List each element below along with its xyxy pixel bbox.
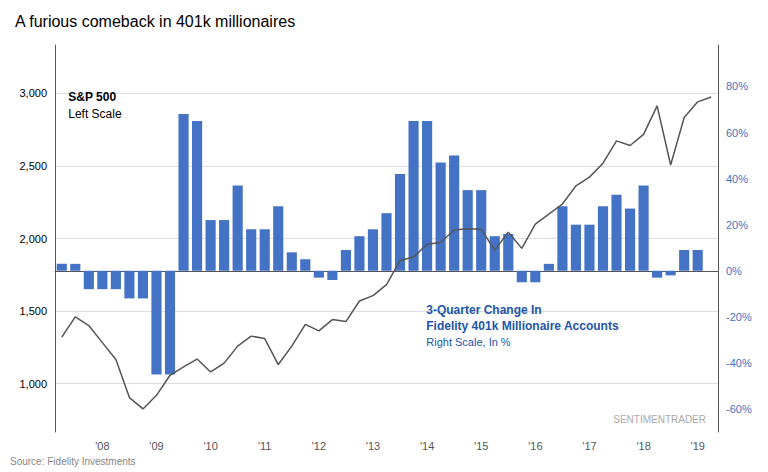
svg-text:S&P 500: S&P 500: [68, 90, 116, 104]
svg-text:80%: 80%: [726, 80, 748, 92]
svg-text:'09: '09: [149, 440, 163, 452]
svg-text:-20%: -20%: [726, 311, 752, 323]
svg-text:20%: 20%: [726, 219, 748, 231]
svg-text:1,500: 1,500: [19, 305, 47, 317]
svg-text:40%: 40%: [726, 173, 748, 185]
svg-text:-40%: -40%: [726, 357, 752, 369]
svg-text:'18: '18: [636, 440, 650, 452]
svg-text:'13: '13: [366, 440, 380, 452]
svg-text:'12: '12: [312, 440, 326, 452]
svg-text:'14: '14: [420, 440, 434, 452]
svg-text:'17: '17: [582, 440, 596, 452]
svg-text:'10: '10: [203, 440, 217, 452]
svg-text:2,500: 2,500: [19, 160, 47, 172]
svg-text:'19: '19: [691, 440, 705, 452]
svg-text:'11: '11: [258, 440, 272, 452]
svg-text:3-Quarter Change In: 3-Quarter Change In: [426, 303, 541, 317]
svg-text:3,000: 3,000: [19, 87, 47, 99]
svg-text:Fidelity 401k Millionaire Acco: Fidelity 401k Millionaire Accounts: [426, 319, 619, 333]
svg-text:SENTIMENTRADER: SENTIMENTRADER: [613, 414, 706, 425]
svg-text:0%: 0%: [726, 265, 742, 277]
svg-text:A furious comeback in 401k mil: A furious comeback in 401k millionaires: [15, 13, 295, 30]
svg-text:1,000: 1,000: [19, 378, 47, 390]
svg-text:Source: Fidelity Investments: Source: Fidelity Investments: [10, 456, 136, 467]
svg-text:Right Scale, In %: Right Scale, In %: [426, 336, 511, 348]
svg-text:60%: 60%: [726, 127, 748, 139]
svg-text:'15: '15: [474, 440, 488, 452]
svg-text:'16: '16: [528, 440, 542, 452]
svg-text:2,000: 2,000: [19, 233, 47, 245]
svg-text:'08: '08: [95, 440, 109, 452]
svg-text:-60%: -60%: [726, 403, 752, 415]
svg-text:Left Scale: Left Scale: [68, 107, 122, 121]
